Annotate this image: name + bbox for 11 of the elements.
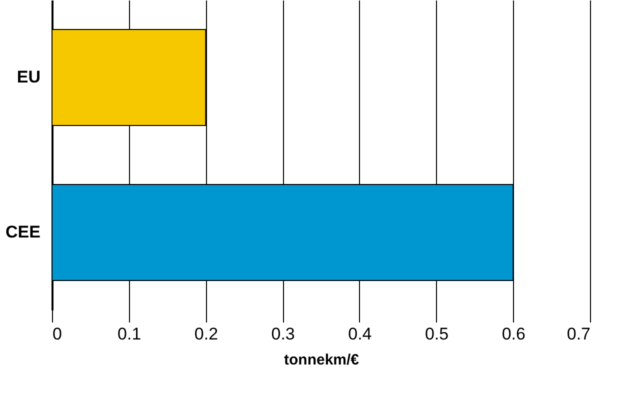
x-tick-label: 0.3 [271,324,295,344]
y-tick-label: EU [16,68,40,86]
x-tick-label: 0.4 [348,324,372,344]
x-tick-label: 0.2 [194,324,218,344]
x-tick-label: 0 [52,324,62,344]
x-axis-title: tonnekm/€ [284,352,360,368]
x-tick-label: 0.6 [502,324,526,344]
y-tick-label: CEE [6,222,40,242]
x-tick-label: 0.7 [566,324,590,344]
x-tick-label: 0.5 [424,324,449,344]
x-tick-label: 0.1 [118,324,142,344]
